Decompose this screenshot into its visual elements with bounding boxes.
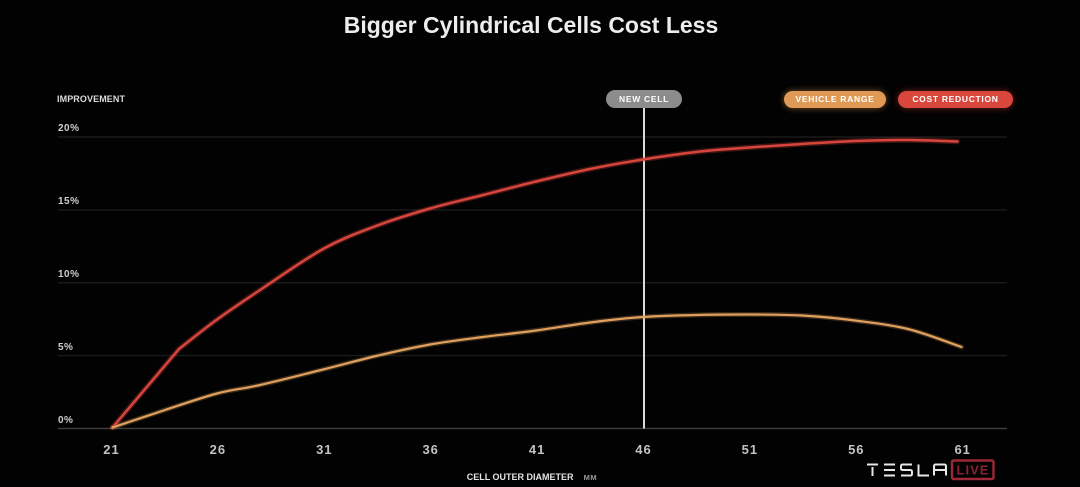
svg-text:LIVE: LIVE <box>957 463 990 478</box>
